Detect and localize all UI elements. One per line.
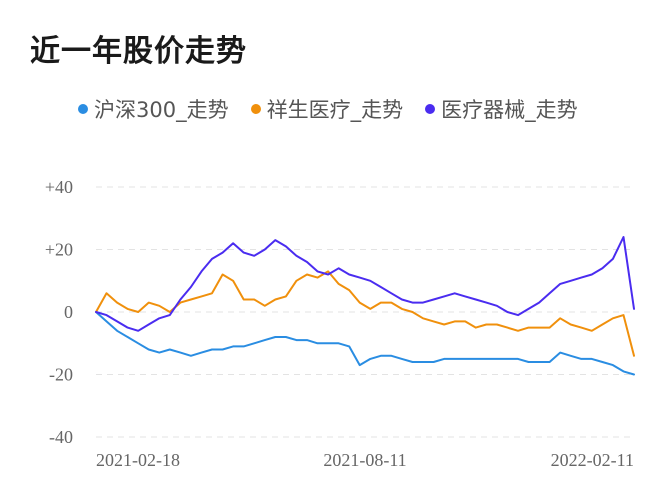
series-line-2 bbox=[95, 236, 635, 332]
y-tick-label: +20 bbox=[45, 240, 73, 260]
legend-dot-icon bbox=[250, 104, 261, 114]
y-tick-label: -40 bbox=[49, 427, 73, 447]
legend-label: 沪深300_走势 bbox=[94, 98, 229, 122]
chart-title: 近一年股价走势 bbox=[30, 34, 247, 69]
series-line-0 bbox=[95, 311, 635, 376]
x-tick-label: 2022-02-11 bbox=[551, 450, 634, 470]
legend-item-hs300[interactable]: 沪深300_走势 bbox=[78, 94, 229, 124]
legend: 沪深300_走势 祥生医疗_走势 医疗器械_走势 bbox=[78, 94, 578, 124]
y-tick-label: +40 bbox=[45, 177, 73, 197]
x-tick-label: 2021-08-11 bbox=[323, 450, 406, 470]
legend-label: 祥生医疗_走势 bbox=[266, 98, 404, 122]
y-tick-label: 0 bbox=[64, 302, 73, 322]
series-line-1 bbox=[95, 270, 635, 357]
legend-dot-icon bbox=[425, 104, 436, 114]
x-tick-label: 2021-02-18 bbox=[96, 450, 180, 470]
y-tick-label: -20 bbox=[49, 365, 73, 385]
legend-dot-icon bbox=[78, 104, 88, 114]
legend-label: 医疗器械_走势 bbox=[441, 98, 578, 122]
legend-item-xiangsheng[interactable]: 祥生医疗_走势 bbox=[250, 94, 404, 124]
legend-item-medical-devices[interactable]: 医疗器械_走势 bbox=[425, 94, 578, 124]
